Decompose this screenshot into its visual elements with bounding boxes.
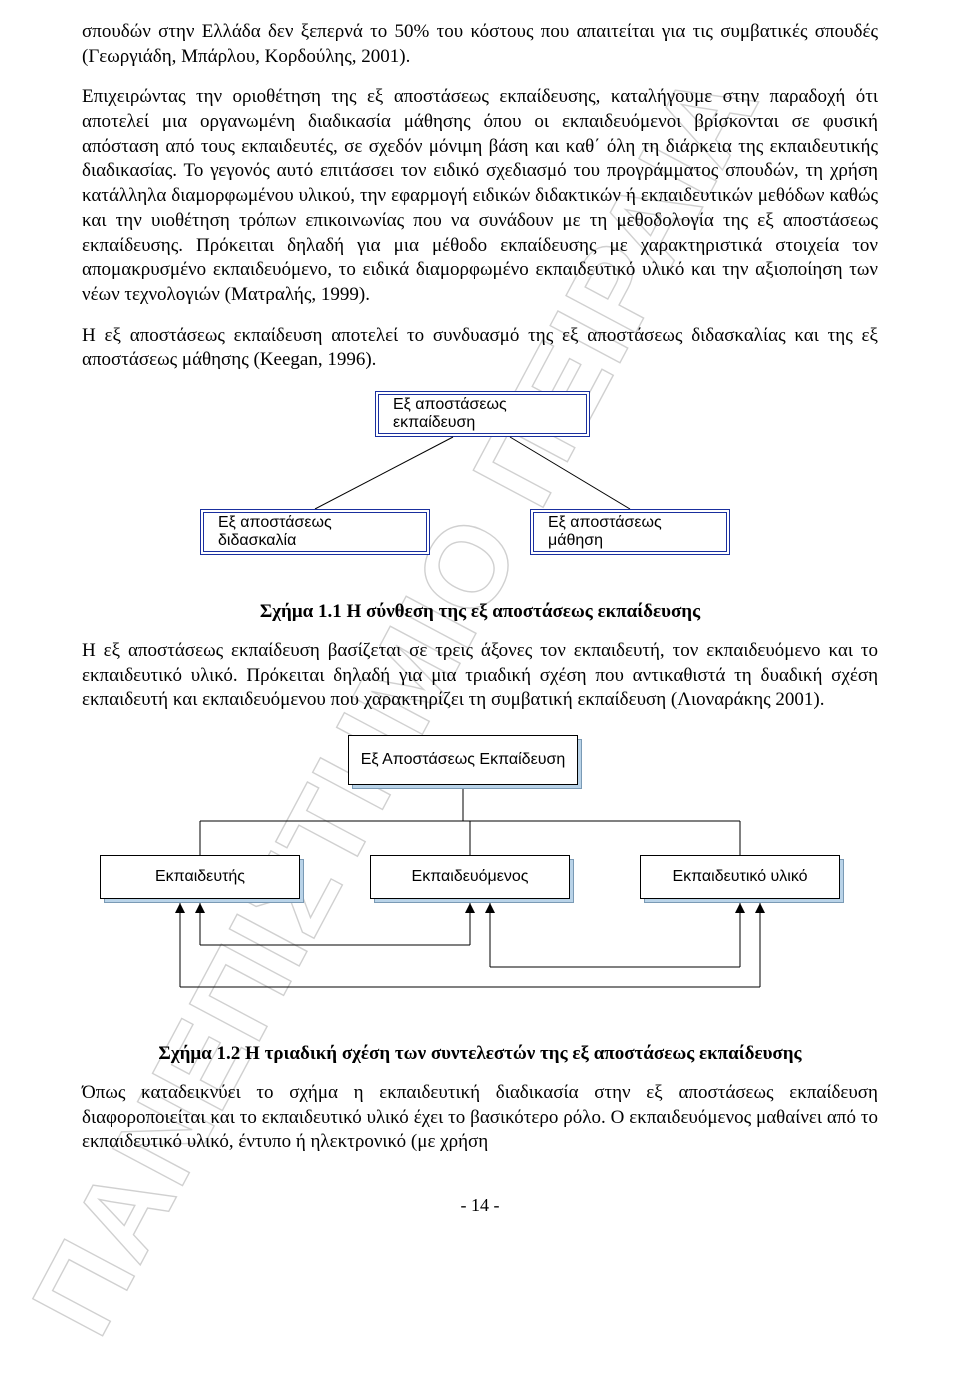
paragraph-2: Επιχειρώντας την οριοθέτηση της εξ αποστ… — [82, 85, 878, 307]
d2-n3: Εκπαιδευτικό υλικό — [640, 855, 840, 899]
paragraph-1: σπουδών στην Ελλάδα δεν ξεπερνά το 50% τ… — [82, 20, 878, 69]
d2-n2: Εκπαιδευόμενος — [370, 855, 570, 899]
page-number: - 14 - — [82, 1195, 878, 1216]
paragraph-3: Η εξ αποστάσεως εκπαίδευση αποτελεί το σ… — [82, 324, 878, 373]
caption-1: Σχήμα 1.1 Η σύνθεση της εξ αποστάσεως εκ… — [82, 601, 878, 623]
caption-2: Σχήμα 1.2 Η τριαδική σχέση των συντελεστ… — [82, 1043, 878, 1065]
paragraph-5: Όπως καταδεικνύει το σχήμα η εκπαιδευτικ… — [82, 1081, 878, 1155]
d2-n1: Εκπαιδευτής — [100, 855, 300, 899]
diagram-2: Εξ Αποστάσεως Εκπαίδευση — [82, 735, 878, 1015]
diagram-1: Εξ αποστάσεως εκπαίδευση Εξ αποστάσεως δ… — [200, 391, 760, 581]
paragraph-4: Η εξ αποστάσεως εκπαίδευση βασίζεται σε … — [82, 639, 878, 713]
d1-left: Εξ αποστάσεως διδασκαλία — [200, 509, 430, 555]
d1-right: Εξ αποστάσεως μάθηση — [530, 509, 730, 555]
